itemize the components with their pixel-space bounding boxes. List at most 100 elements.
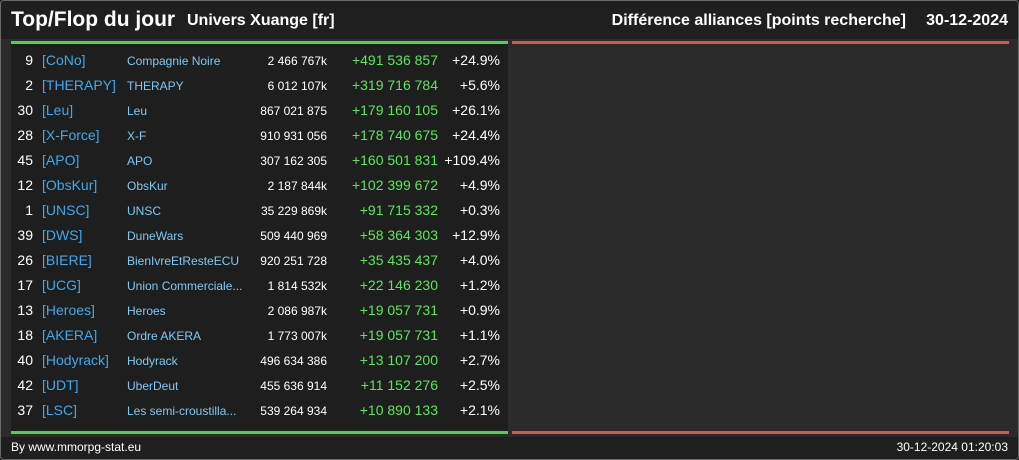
alliance-rank: 12 [17, 177, 33, 193]
alliance-tag-link[interactable]: [UDT] [42, 377, 79, 393]
points-difference: +13 107 200 [359, 352, 438, 368]
alliance-points: 920 251 728 [260, 254, 327, 268]
points-difference: +102 399 672 [351, 177, 438, 193]
top-panel-accent-top [11, 41, 508, 44]
percent-change: +1.1% [459, 327, 500, 343]
table-row: 1 [UNSC] UNSC 35 229 869k +91 715 332 +0.3% [11, 198, 508, 223]
table-row: 42 [UDT] UberDeut 455 636 914 +11 152 276 +2.… [11, 373, 508, 398]
footer-bar: By www.mmorpg-stat.eu 30-12-2024 01:20:0… [1, 437, 1018, 459]
alliance-name-link[interactable]: UberDeut [127, 379, 179, 393]
alliance-tag-link[interactable]: [UNSC] [42, 202, 90, 218]
table-row: 12 [ObsKur] ObsKur 2 187 844k +102 399 672 +4… [11, 173, 508, 198]
percent-change: +4.9% [459, 177, 500, 193]
header-date: 30-12-2024 [926, 12, 1008, 29]
points-difference: +319 716 784 [351, 77, 438, 93]
table-row: 40 [Hodyrack] Hodyrack 496 634 386 +13 107 2… [11, 348, 508, 373]
alliance-points: 539 264 934 [260, 404, 327, 418]
generated-timestamp: 30-12-2024 01:20:03 [896, 440, 1008, 454]
ranking-category-title: Différence alliances [points recherche] [611, 12, 906, 29]
points-difference: +58 364 303 [359, 227, 438, 243]
points-difference: +19 057 731 [359, 327, 438, 343]
table-row: 18 [AKERA] Ordre AKERA 1 773 007k +19 057 73… [11, 323, 508, 348]
alliance-points: 35 229 869k [260, 204, 327, 218]
points-difference: +491 536 857 [351, 52, 438, 68]
page-title: Top/Flop du jour [11, 8, 176, 31]
percent-change: +26.1% [452, 102, 500, 118]
alliance-tag-link[interactable]: [DWS] [42, 227, 83, 243]
alliance-rank: 17 [17, 277, 33, 293]
header-bar: Top/Flop du jour Univers Xuange [fr] Dif… [1, 1, 1018, 39]
alliance-tag-link[interactable]: [Heroes] [42, 302, 95, 318]
percent-change: +2.5% [459, 377, 500, 393]
table-row: 28 [X-Force] X-F 910 931 056 +178 740 675 +24… [11, 123, 508, 148]
percent-change: +1.2% [459, 277, 500, 293]
points-difference: +10 890 133 [359, 402, 438, 418]
alliance-name-link[interactable]: X-F [127, 129, 147, 143]
points-difference: +19 057 731 [359, 302, 438, 318]
percent-change: +12.9% [452, 227, 500, 243]
alliance-name-link[interactable]: DuneWars [127, 229, 184, 243]
alliance-tag-link[interactable]: [BIERE] [42, 252, 92, 268]
percent-change: +4.0% [459, 252, 500, 268]
alliance-tag-link[interactable]: [THERAPY] [42, 77, 116, 93]
alliance-name-link[interactable]: Ordre AKERA [127, 329, 202, 343]
alliance-points: 867 021 875 [260, 104, 327, 118]
alliance-rank: 37 [17, 402, 33, 418]
alliance-tag-link[interactable]: [Leu] [42, 102, 74, 118]
alliance-tag-link[interactable]: [UCG] [42, 277, 81, 293]
alliance-tag-link[interactable]: [LSC] [42, 402, 78, 418]
alliance-name-link[interactable]: ObsKur [127, 179, 168, 193]
alliance-name-link[interactable]: THERAPY [127, 79, 184, 93]
universe-subtitle: Univers Xuange [fr] [187, 12, 335, 29]
alliance-rank: 45 [17, 152, 33, 168]
percent-change: +0.9% [459, 302, 500, 318]
table-row: 30 [Leu] Leu 867 021 875 +179 160 105 +26.1% [11, 98, 508, 123]
alliance-name-link[interactable]: Compagnie Noire [127, 54, 221, 68]
percent-change: +0.3% [459, 202, 500, 218]
alliance-name-link[interactable]: Leu [127, 104, 148, 118]
alliance-rank: 39 [17, 227, 33, 243]
points-difference: +11 152 276 [360, 377, 438, 393]
percent-change: +24.9% [452, 52, 500, 68]
alliance-rank: 28 [17, 127, 33, 143]
alliance-rank: 40 [17, 352, 33, 368]
alliance-rank: 18 [17, 327, 33, 343]
top-rows-list: 9 [CoNo] Compagnie Noire 2 466 767k +491 536… [11, 48, 508, 423]
points-difference: +160 501 831 [351, 152, 438, 168]
flop-panel-accent-top [512, 41, 1009, 44]
alliance-tag-link[interactable]: [APO] [42, 152, 80, 168]
alliance-tag-link[interactable]: [Hodyrack] [42, 352, 109, 368]
alliance-name-link[interactable]: APO [127, 154, 153, 168]
table-row: 17 [UCG] Union Commerciale... 1 814 532k +22… [11, 273, 508, 298]
alliance-name-link[interactable]: BienIvreEtResteECU [127, 254, 240, 268]
flop-panel-accent-bottom [512, 431, 1009, 434]
alliance-tag-link[interactable]: [ObsKur] [42, 177, 98, 193]
percent-change: +2.1% [459, 402, 500, 418]
table-row: 39 [DWS] DuneWars 509 440 969 +58 364 303 +12… [11, 223, 508, 248]
alliance-rank: 2 [25, 77, 33, 93]
alliance-rank: 26 [17, 252, 33, 268]
alliance-tag-link[interactable]: [X-Force] [42, 127, 100, 143]
top-panel: 9 [CoNo] Compagnie Noire 2 466 767k +491 536… [11, 41, 508, 434]
alliance-name-link[interactable]: UNSC [127, 204, 162, 218]
alliance-points: 509 440 969 [260, 229, 327, 243]
alliance-rank: 42 [17, 377, 33, 393]
alliance-points: 1 814 532k [267, 279, 327, 293]
alliance-points: 2 187 844k [267, 179, 327, 193]
alliance-rank: 13 [17, 302, 33, 318]
alliance-name-link[interactable]: Union Commerciale... [127, 279, 243, 293]
alliance-points: 910 931 056 [260, 129, 327, 143]
alliance-rank: 1 [25, 202, 33, 218]
percent-change: +5.6% [459, 77, 500, 93]
alliance-points: 6 012 107k [267, 79, 327, 93]
alliance-points: 455 636 914 [260, 379, 327, 393]
alliance-name-link[interactable]: Hodyrack [127, 354, 178, 368]
alliance-tag-link[interactable]: [CoNo] [42, 52, 86, 68]
table-row: 37 [LSC] Les semi-croustilla... 539 264 934… [11, 398, 508, 423]
alliance-name-link[interactable]: Les semi-croustilla... [127, 404, 237, 418]
alliance-name-link[interactable]: Heroes [127, 304, 166, 318]
site-credit-link[interactable]: By www.mmorpg-stat.eu [11, 440, 142, 454]
points-difference: +91 715 332 [359, 202, 438, 218]
alliance-tag-link[interactable]: [AKERA] [42, 327, 98, 343]
